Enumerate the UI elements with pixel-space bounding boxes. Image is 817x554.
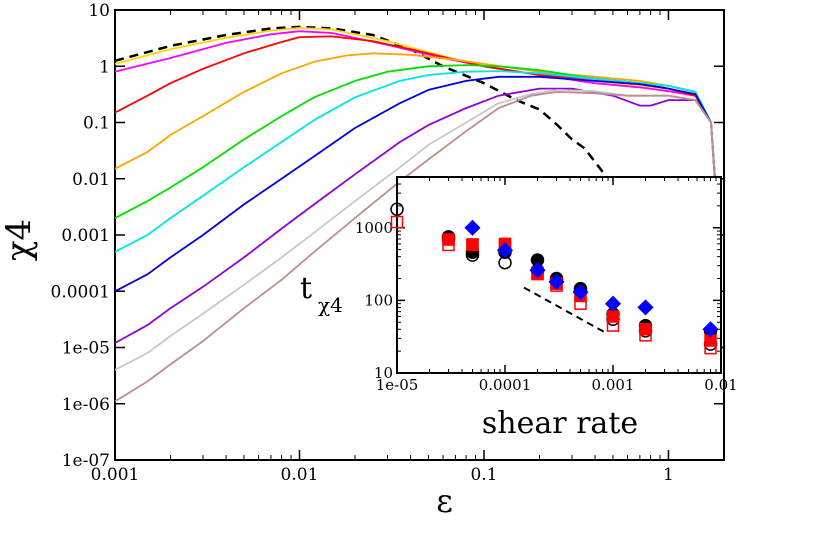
x-tick-label: 0.1	[470, 465, 497, 485]
y-tick-label: 0.1	[83, 114, 110, 134]
y-tick-label: 0.0001	[51, 282, 110, 302]
marker-open-red-square	[639, 329, 652, 342]
series-line-blue	[115, 75, 719, 293]
inset-y-tick-label: 100	[364, 291, 393, 309]
main-series-group	[115, 25, 719, 403]
y-tick-label: 0.001	[61, 226, 110, 246]
inset-x-tick-label: 1e-05	[376, 376, 419, 394]
marker-blue-diamond	[637, 299, 654, 316]
marker-blue-diamond	[572, 284, 589, 301]
series-line-dashed	[115, 25, 614, 186]
inset-x-axis-title: shear rate	[482, 406, 638, 441]
inset-y-tick-label: 10	[374, 364, 393, 382]
series-line-cyan	[115, 70, 719, 253]
marker-blue-diamond	[548, 273, 565, 290]
inset-x-tick-label: 0.01	[704, 376, 737, 394]
marker-filled-red-square	[466, 238, 479, 251]
marker-open-red-square	[442, 238, 455, 252]
marker-blue-diamond	[529, 262, 546, 279]
x-tick-label: 0.001	[91, 465, 140, 485]
marker-open-red-square	[606, 319, 620, 332]
x-tick-label: 0.01	[281, 465, 319, 485]
series-line-purple	[115, 87, 719, 344]
x-tick-label: 1	[663, 465, 674, 485]
marker-blue-diamond	[464, 219, 481, 236]
marker-blue-diamond	[496, 242, 514, 259]
x-axis-title: ε	[436, 482, 453, 520]
main-plot: 0.001 0.01 0.1 1 1e-07 1e-06 1e-05 0.0001 0.001 0…	[0, 1, 725, 520]
marker-open-black-circle	[390, 202, 404, 216]
y-tick-label: 1e-06	[62, 395, 110, 415]
inset-guide-line	[523, 286, 608, 335]
series-line-brown	[115, 91, 719, 403]
y-axis-title: χ4	[0, 219, 39, 261]
inset-y-tick-label: 1000	[355, 219, 393, 237]
y-tick-label: 0.01	[72, 170, 110, 190]
inset-plot: 1e-05 0.0001 0.001 0.01 10 100 1000 shear rate t…	[300, 176, 738, 441]
inset-y-axis-subscript: χ4	[318, 293, 343, 317]
y-tick-label: 10	[88, 1, 110, 21]
marker-blue-diamond	[702, 321, 719, 338]
inset-y-axis-title: t	[300, 271, 312, 306]
marker-blue-diamond	[604, 295, 622, 312]
inset-x-tick-label: 0.0001	[479, 376, 532, 394]
y-tick-label: 1e-07	[62, 451, 110, 471]
y-tick-label: 1	[99, 57, 110, 77]
marker-open-red-square	[466, 238, 479, 252]
marker-open-red-square	[390, 215, 404, 229]
marker-open-red-square	[704, 341, 717, 355]
inset-x-tick-label: 0.001	[592, 376, 635, 394]
y-tick-label: 1e-05	[62, 339, 110, 359]
